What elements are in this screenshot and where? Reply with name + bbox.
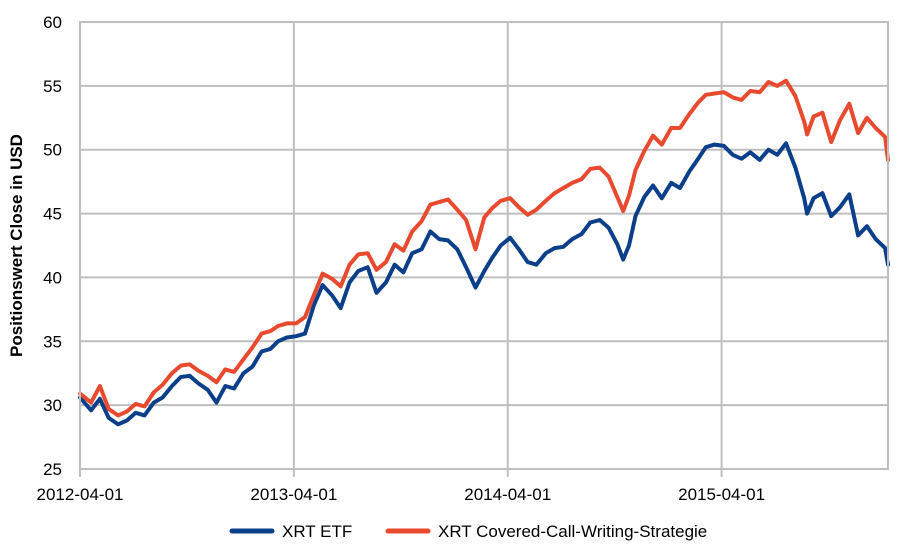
plot-frame <box>79 21 889 470</box>
x-axis-ticks: 2012-04-01 2013-04-01 2014-04-01 2015-04-01 <box>37 469 765 504</box>
series-line-0 <box>78 141 890 427</box>
legend-label: XRT ETF <box>282 522 352 541</box>
x-tick-label: 2015-04-01 <box>678 485 765 504</box>
y-tick-label: 55 <box>43 77 62 96</box>
y-tick-label: 30 <box>43 396 62 415</box>
legend-label: XRT Covered-Call-Writing-Strategie <box>438 522 707 541</box>
series-lines <box>78 78 890 427</box>
y-tick-label: 50 <box>43 141 62 160</box>
x-tick-label: 2014-04-01 <box>464 485 551 504</box>
y-tick-label: 40 <box>43 268 62 287</box>
y-axis-title: Positionswert Close in USD <box>7 134 26 357</box>
y-tick-label: 60 <box>43 13 62 32</box>
y-tick-label: 35 <box>43 332 62 351</box>
y-tick-label: 45 <box>43 205 62 224</box>
x-tick-label: 2013-04-01 <box>250 485 337 504</box>
y-tick-label: 25 <box>43 460 62 479</box>
series-line-1 <box>78 78 890 418</box>
x-tick-label: 2012-04-01 <box>37 485 124 504</box>
y-axis-ticks: 25 30 35 40 45 50 55 60 <box>43 13 62 479</box>
grid-lines <box>79 21 888 470</box>
legend: XRT ETF XRT Covered-Call-Writing-Strategi… <box>229 522 707 541</box>
